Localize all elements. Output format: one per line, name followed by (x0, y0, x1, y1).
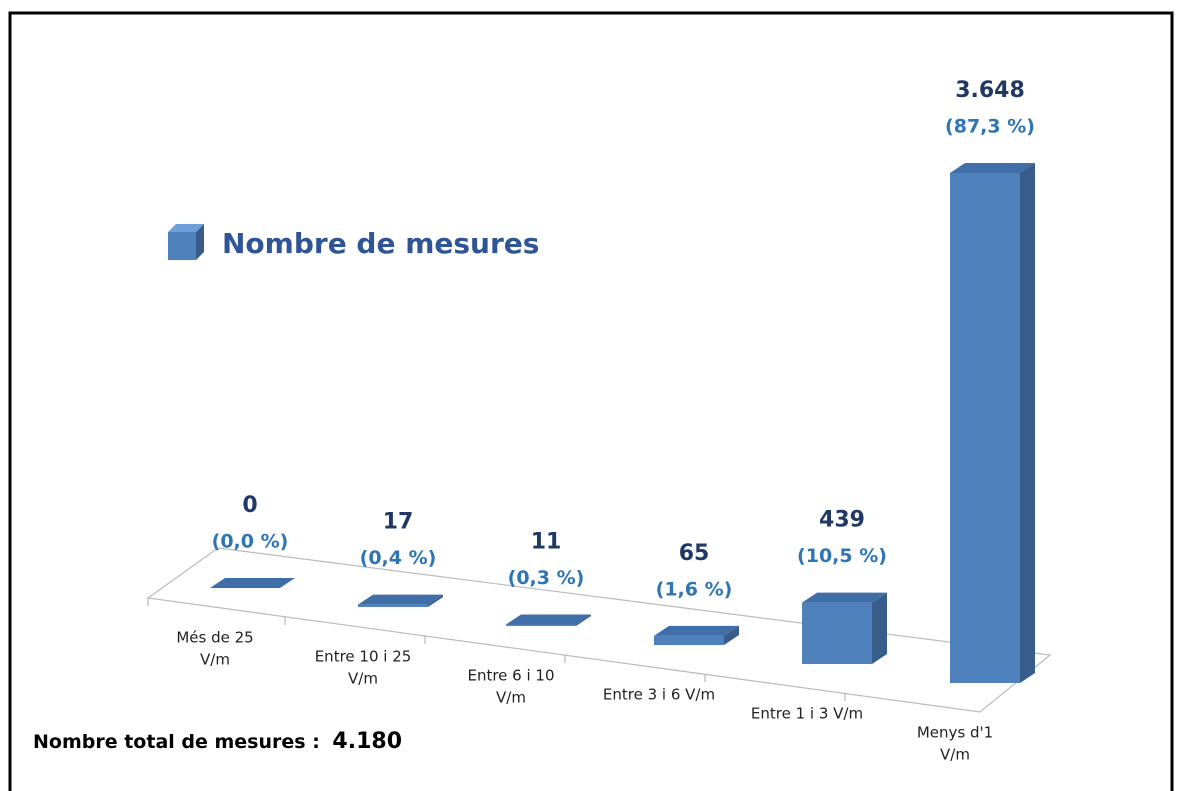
value-label: 65 (679, 541, 710, 566)
legend-swatch (168, 232, 196, 260)
bar (358, 604, 428, 607)
legend-label: Nombre de mesures (222, 227, 539, 260)
percent-label: (87,3 %) (945, 116, 1035, 138)
bar-top (210, 578, 295, 588)
x-tick-label: V/m (496, 689, 526, 707)
total-note: Nombre total de mesures : 4.180 (33, 729, 402, 754)
percent-label: (10,5 %) (797, 545, 887, 567)
bar-side (872, 592, 887, 664)
bar-top (654, 625, 739, 636)
value-label: 0 (242, 493, 257, 518)
value-label: 439 (819, 508, 865, 533)
legend-swatch-top (168, 224, 204, 232)
percent-label: (1,6 %) (656, 578, 733, 600)
x-tick-label: Entre 3 i 6 V/m (603, 686, 715, 704)
floor-ticks (147, 598, 846, 701)
total-text: Nombre total de mesures : (33, 731, 320, 753)
bar (506, 624, 576, 626)
legend: Nombre de mesures (168, 224, 539, 260)
bar-top (802, 592, 887, 603)
value-label: 17 (383, 510, 414, 535)
bar-side (428, 594, 443, 607)
x-tick-label: V/m (348, 670, 378, 688)
value-label: 11 (531, 529, 562, 554)
x-tick-label: Entre 10 i 25 (315, 648, 412, 666)
x-tick-label: Entre 6 i 10 (467, 667, 554, 685)
bar (802, 602, 872, 664)
bar-top (506, 614, 591, 625)
x-tick-label: Entre 1 i 3 V/m (751, 705, 863, 723)
bar-side (576, 614, 591, 626)
legend-swatch-side (196, 224, 204, 260)
percent-label: (0,0 %) (212, 531, 289, 553)
percent-label: (0,3 %) (508, 567, 585, 589)
bar-side (724, 625, 739, 645)
bar (950, 173, 1020, 683)
x-tick-label: V/m (940, 746, 970, 764)
bar-top (358, 594, 443, 605)
total-value: 4.180 (332, 729, 402, 754)
bar (654, 635, 724, 645)
floor (146, 547, 1052, 713)
value-label: 3.648 (955, 78, 1025, 103)
x-tick-label: V/m (200, 651, 230, 669)
bar-top (950, 163, 1035, 173)
percent-label: (0,4 %) (360, 547, 437, 569)
bar-side (1020, 163, 1035, 683)
x-tick-label: Més de 25 (176, 629, 253, 647)
x-tick-label: Menys d'1 (917, 724, 993, 742)
